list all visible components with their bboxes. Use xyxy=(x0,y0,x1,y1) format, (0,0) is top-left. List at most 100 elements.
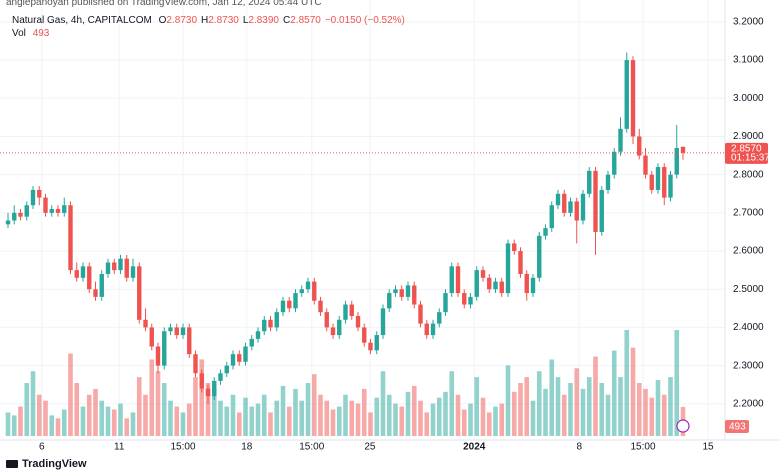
x-tick-label: 15 xyxy=(702,442,714,453)
volume-bar xyxy=(518,383,523,436)
volume-bar xyxy=(30,371,36,436)
candle-body xyxy=(18,212,23,217)
x-tick-label: 15:00 xyxy=(299,442,324,453)
volume-bar xyxy=(499,403,505,436)
last-price-tag xyxy=(725,142,768,164)
volume-bar xyxy=(349,400,355,436)
volume-bar xyxy=(211,388,217,436)
candle-body xyxy=(612,151,617,175)
volume-bar xyxy=(511,391,517,436)
ohlc-key: L xyxy=(242,15,249,26)
volume-bar xyxy=(630,347,636,436)
volume-bar xyxy=(205,383,211,436)
candle-body xyxy=(137,266,142,320)
candle-body xyxy=(187,327,192,355)
volume-bar xyxy=(361,388,367,436)
candle-body xyxy=(343,304,348,320)
y-tick-label: 3.1000 xyxy=(733,55,764,66)
candle-body xyxy=(593,170,598,232)
candle-body xyxy=(149,327,154,347)
candle-body xyxy=(580,193,586,221)
ohlc-value: 2.8730 xyxy=(166,15,198,26)
candle-body xyxy=(637,136,642,156)
volume-bar xyxy=(605,394,611,436)
candle-body xyxy=(193,354,198,374)
candle-body xyxy=(549,205,554,229)
candle-body xyxy=(337,319,342,336)
volume-bar xyxy=(611,350,617,436)
candle-body xyxy=(287,300,292,309)
candle-body xyxy=(393,289,398,294)
candle-body xyxy=(168,327,173,332)
brand-logo xyxy=(6,460,18,468)
countdown: 01:15:37 xyxy=(731,153,770,164)
volume-bar xyxy=(86,394,92,436)
volume-bar xyxy=(418,400,423,436)
candle-body xyxy=(68,205,73,271)
ohlc-value: 2.8570 xyxy=(290,15,321,26)
candle-body xyxy=(230,354,236,366)
y-tick-label: 2.8000 xyxy=(733,169,764,180)
candle-body xyxy=(237,354,242,362)
candle-body xyxy=(474,270,479,297)
candle-body xyxy=(655,167,661,190)
candle-body xyxy=(399,289,404,297)
candle-body xyxy=(330,327,336,336)
candle-body xyxy=(262,319,267,332)
volume-bar xyxy=(636,383,642,436)
candle-body xyxy=(537,235,542,278)
volume-bar xyxy=(649,397,655,436)
volume-bar xyxy=(249,406,255,436)
candle-body xyxy=(268,319,273,328)
volume-bar xyxy=(18,406,23,436)
candle-body xyxy=(74,270,79,278)
candle-body xyxy=(5,220,11,225)
y-tick-label: 2.6000 xyxy=(733,246,764,257)
candle-body xyxy=(130,266,136,278)
x-tick-label: 18 xyxy=(241,442,253,453)
candle-body xyxy=(24,205,29,217)
volume-bar xyxy=(230,394,236,436)
candle-body xyxy=(87,266,92,290)
candle-body xyxy=(55,209,61,213)
volume-bar xyxy=(49,415,55,436)
candle-body xyxy=(493,281,498,290)
volume-bar xyxy=(136,377,142,436)
volume-bar xyxy=(61,409,67,436)
volume-bar xyxy=(218,400,223,436)
candle-body xyxy=(630,60,636,137)
volume-bar xyxy=(461,409,467,436)
volume-bar xyxy=(486,412,492,436)
candle-body xyxy=(49,209,54,213)
volume-bar xyxy=(468,403,473,436)
volume-bar xyxy=(174,406,180,436)
volume-bar xyxy=(143,394,148,436)
candle-body xyxy=(618,128,623,152)
candle-body xyxy=(455,266,461,294)
volume-bar xyxy=(343,394,348,436)
volume-bar xyxy=(180,412,186,436)
volume-bar xyxy=(80,406,86,436)
volume-bar xyxy=(193,377,198,436)
volume-bar xyxy=(55,418,61,436)
candle-body xyxy=(224,365,229,374)
candle-body xyxy=(430,323,436,336)
candle-body xyxy=(80,266,86,278)
volume-bar xyxy=(586,377,592,436)
candle-body xyxy=(512,243,517,252)
volume-bar xyxy=(674,330,680,436)
volume-bar xyxy=(199,359,205,436)
volume-bar xyxy=(268,412,273,436)
candle-body xyxy=(505,243,511,294)
x-tick-label: 8 xyxy=(576,442,582,453)
x-tick-label: 15:00 xyxy=(170,442,195,453)
candle-body xyxy=(280,300,286,313)
candle-body xyxy=(124,258,129,278)
candle-body xyxy=(530,277,536,294)
candle-body xyxy=(668,174,673,198)
y-tick-label: 2.2000 xyxy=(733,398,764,409)
volume-bar xyxy=(99,400,105,436)
volume-bar xyxy=(43,400,48,436)
volume-bar xyxy=(374,397,380,436)
volume-bar xyxy=(424,412,430,436)
